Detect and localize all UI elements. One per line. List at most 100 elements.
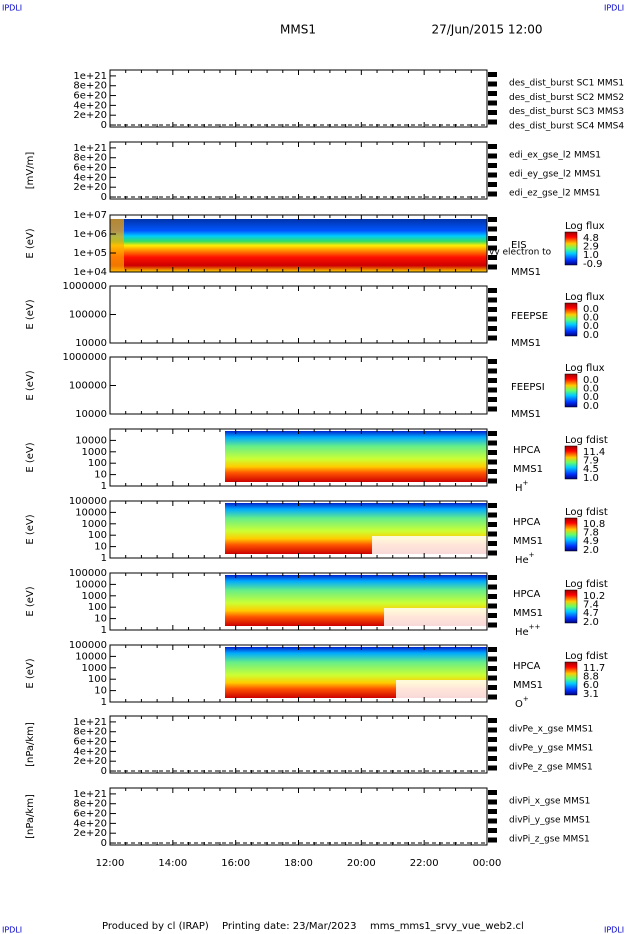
side-marker (488, 387, 497, 393)
x-tick-label: 14:00 (158, 858, 187, 869)
y-tick-label: 1e+21 (73, 143, 107, 154)
side-marker (488, 790, 497, 795)
data-gap (372, 536, 487, 556)
colorbar-title: Log fdist (565, 435, 608, 446)
panel-frame (109, 141, 488, 200)
colorbar (564, 445, 578, 480)
colorbar (564, 517, 578, 552)
y-tick-label: 1e+21 (73, 789, 107, 800)
side-marker (488, 469, 497, 474)
species-charge: + (529, 551, 535, 559)
y-tick-label: 1e+04 (73, 267, 107, 278)
instrument-label: HPCA (513, 589, 541, 600)
side-marker (488, 512, 497, 518)
side-marker (488, 153, 497, 159)
side-marker (488, 666, 497, 671)
legend-entry: des_dist_burst SC2 MMS2 (509, 93, 624, 103)
side-marker (488, 478, 497, 484)
side-marker (488, 450, 497, 455)
legend-entry: des_dist_burst SC4 MMS4 (509, 121, 624, 131)
colorbar-label: 10.2 (583, 591, 605, 602)
side-marker (488, 163, 497, 168)
y-tick-label: 10 (94, 542, 107, 553)
x-tick-label: 00:00 (473, 858, 502, 869)
spectrogram (225, 431, 487, 482)
species-charge: + (523, 695, 529, 703)
species-base: He (515, 555, 529, 566)
instrument-label: EIS (511, 240, 527, 251)
species-base: H (515, 483, 523, 494)
side-marker (488, 110, 497, 115)
side-marker (488, 584, 497, 590)
species-charge: ++ (529, 623, 541, 631)
colorbar-label: 0.0 (583, 304, 599, 315)
legend-entry: des_dist_burst SC3 MMS3 (509, 107, 624, 117)
y-tick-label: 1000 (82, 519, 107, 530)
colorbar (564, 589, 578, 624)
colorbar-label: 11.7 (583, 663, 605, 674)
legend-entry: edi_ez_gse_l2 MMS1 (509, 189, 601, 199)
side-marker (488, 799, 497, 805)
y-tick-label: 8e+20 (73, 799, 107, 810)
instrument-label: FEEPSE (511, 311, 548, 322)
footer-date: Printing date: 23/Mar/2023 (222, 921, 357, 932)
colorbar-label: 0.0 (583, 321, 599, 332)
side-marker (488, 316, 497, 322)
y-tick-label: 0 (101, 838, 107, 849)
y-tick-label: 1000000 (62, 352, 107, 363)
species-label: H+ (515, 479, 529, 494)
y-axis-label: [nPa/km] (25, 722, 36, 767)
y-axis-label: [nPa/km] (25, 794, 36, 839)
y-tick-label: 1000 (82, 663, 107, 674)
side-marker (488, 191, 497, 197)
y-tick-label: 8e+20 (73, 153, 107, 164)
colorbar-label: 4.9 (583, 536, 599, 547)
legend-entry: edi_ey_gse_l2 MMS1 (509, 170, 601, 180)
y-axis-label: E (eV) (25, 299, 36, 329)
side-marker (488, 172, 497, 178)
y-tick-label: 10 (94, 470, 107, 481)
instrument-label: MMS1 (513, 608, 543, 619)
y-axis-label: E (eV) (25, 228, 36, 258)
y-tick-label: 10000 (75, 507, 107, 518)
y-tick-label: 1 (101, 553, 107, 564)
y-tick-label: 2e+20 (73, 110, 107, 121)
y-tick-label: 10000 (75, 579, 107, 590)
y-tick-label: 1e+21 (73, 71, 107, 82)
y-tick-label: 100 (88, 602, 107, 613)
side-marker (488, 603, 497, 609)
y-tick-label: 10 (94, 686, 107, 697)
side-marker (488, 119, 497, 125)
side-marker (488, 236, 497, 241)
colorbar (564, 302, 578, 337)
side-marker (488, 440, 497, 446)
colorbar-label: 4.5 (583, 464, 599, 475)
side-marker (488, 335, 497, 341)
legend-entry: divPe_y_gse MMS1 (509, 744, 593, 754)
y-tick-label: 4e+20 (73, 818, 107, 829)
species-label: O+ (515, 695, 529, 710)
colorbar-label: 1.0 (583, 473, 599, 484)
side-marker (488, 326, 497, 331)
y-tick-label: 100 (88, 530, 107, 541)
colorbar-title: Log fdist (565, 651, 608, 662)
x-tick-label: 22:00 (410, 858, 439, 869)
side-marker (488, 264, 497, 270)
species-label: He+ (515, 551, 535, 566)
colorbar-label: 11.4 (583, 447, 605, 458)
legend-entry: divPi_z_gse MMS1 (509, 835, 590, 845)
footer-producer: Produced by cl (IRAP) (102, 921, 209, 932)
y-tick-label: 100000 (69, 310, 107, 321)
colorbar-label: 10.8 (583, 519, 605, 530)
side-marker (488, 144, 497, 149)
side-marker (488, 297, 497, 303)
panel-frame (109, 787, 488, 846)
y-tick-label: 8e+20 (73, 81, 107, 92)
data-gap (384, 608, 487, 628)
colorbar-label: 3.1 (583, 689, 599, 700)
spectrogram (110, 219, 487, 272)
legend-entry: divPi_x_gse MMS1 (509, 797, 590, 807)
colorbar-label: 2.9 (583, 242, 599, 253)
panel-frame (109, 715, 488, 774)
